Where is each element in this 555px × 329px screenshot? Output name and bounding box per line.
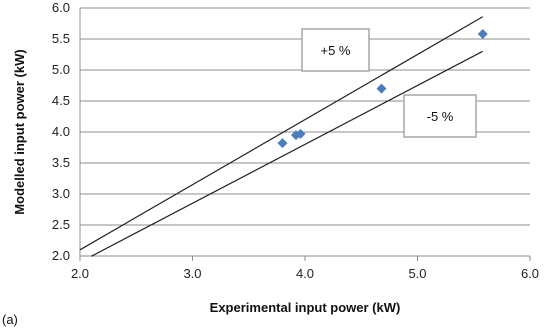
x-tick-label: 2.0 xyxy=(71,266,89,281)
y-tick-label: 4.0 xyxy=(52,124,70,139)
data-point xyxy=(376,83,387,94)
plus-5-percent-callout-label: +5 % xyxy=(321,43,351,58)
x-tick-label: 6.0 xyxy=(521,266,539,281)
y-tick-label: 5.5 xyxy=(52,31,70,46)
panel-label: (a) xyxy=(2,312,18,327)
x-tick-label: 4.0 xyxy=(296,266,314,281)
reference-lines xyxy=(79,16,484,257)
y-tick-label: 2.5 xyxy=(52,217,70,232)
plus-5-percent-callout-box xyxy=(301,28,370,72)
plus-5-percent-line xyxy=(79,16,484,251)
callouts: +5 % -5 % xyxy=(301,28,477,138)
x-tick-label: 3.0 xyxy=(183,266,201,281)
data-point xyxy=(277,138,288,149)
y-tick-label: 6.0 xyxy=(52,0,70,15)
y-tick-label: 5.0 xyxy=(52,62,70,77)
y-tick-label: 3.5 xyxy=(52,155,70,170)
y-tick-label: 2.0 xyxy=(52,248,70,263)
data-point xyxy=(295,128,306,139)
minus-5-percent-callout-label: -5 % xyxy=(427,109,454,124)
y-axis-title: Modelled input power (kW) xyxy=(12,49,27,214)
axis-layer: 2.0 2.5 3.0 3.5 4.0 4.5 5.0 5.5 6.0 2.0 3.0 4.0 5.0 6… xyxy=(52,0,539,281)
y-tick-label: 4.5 xyxy=(52,93,70,108)
y-tick-label: 3.0 xyxy=(52,186,70,201)
x-axis-title: Experimental input power (kW) xyxy=(210,300,401,315)
minus-5-percent-line xyxy=(90,50,484,257)
minus-5-percent-callout-box xyxy=(403,94,477,138)
x-tick-label: 5.0 xyxy=(408,266,426,281)
data-points xyxy=(277,29,488,149)
data-point xyxy=(477,29,488,40)
